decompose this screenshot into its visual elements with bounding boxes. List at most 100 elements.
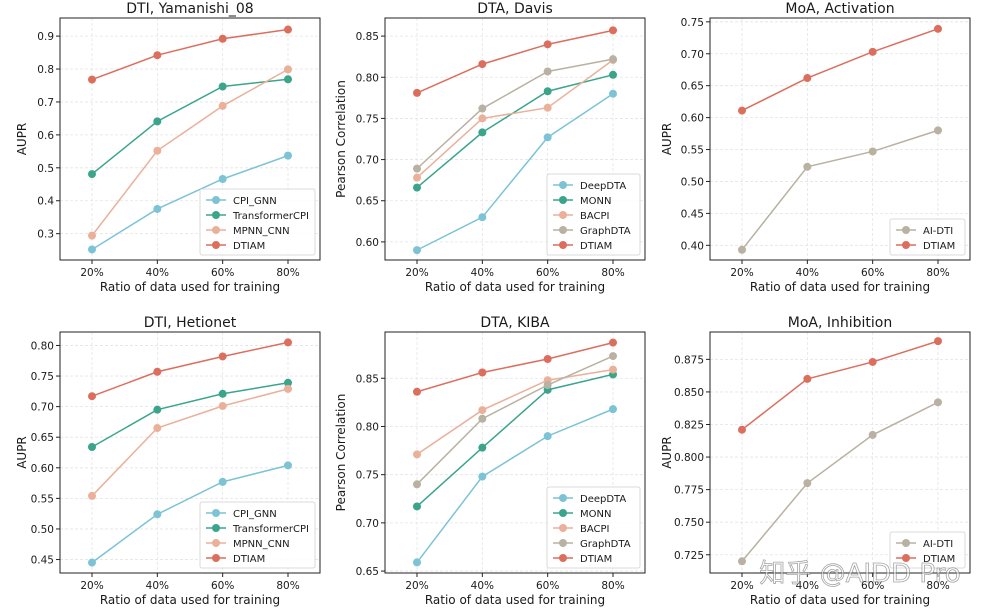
series-line-dtiam	[741, 28, 939, 112]
data-point-ai-dti	[934, 398, 942, 407]
legend-label: AI-DTI	[923, 539, 953, 550]
data-point-cpi_gnn	[153, 204, 162, 213]
series-line-ai-dti	[741, 401, 939, 562]
data-point-dtiam	[153, 367, 162, 376]
data-point-ai-dti	[803, 162, 812, 171]
data-point-mpnn_cnn	[88, 231, 96, 240]
data-point-dtiam	[803, 374, 812, 383]
axes-frame	[59, 17, 321, 261]
legend-label: BACPI	[580, 524, 610, 535]
chart-title: MoA, Inhibition	[788, 315, 892, 331]
legend-label: TransformerCPI	[232, 524, 309, 535]
y-tick-label: 0.50	[681, 176, 704, 188]
data-point-transformercpi	[218, 82, 227, 91]
y-tick-label: 0.55	[681, 145, 704, 157]
data-point-monn	[413, 183, 421, 192]
data-point-deepdta	[543, 133, 552, 142]
legend-label: DTIAM	[233, 241, 265, 252]
y-axis-label: AUPR	[660, 436, 674, 469]
legend-marker-transformercpi	[212, 211, 220, 219]
x-tick-label: 60%	[536, 580, 559, 592]
chart-title: DTA, KIBA	[480, 315, 550, 331]
data-point-dtiam	[738, 425, 746, 434]
data-point-deepdta	[543, 432, 552, 441]
series-line-mpnn_cnn	[91, 68, 289, 237]
data-point-monn	[478, 128, 487, 137]
legend-marker-deepdta	[559, 181, 567, 189]
x-tick-label: 60%	[211, 267, 234, 279]
data-point-graphdta	[543, 381, 552, 390]
y-tick-label: 0.55	[31, 493, 54, 505]
legend-marker-ai-dti	[902, 226, 910, 234]
data-point-dtiam	[478, 368, 487, 377]
data-point-monn	[609, 70, 617, 79]
legend-box	[199, 188, 316, 256]
legend-marker-bacpi	[559, 524, 567, 532]
y-tick-label: 0.8	[37, 64, 54, 76]
data-point-cpi_gnn	[153, 510, 162, 519]
legend-marker-dtiam	[559, 241, 567, 249]
y-tick-label: 0.5	[37, 163, 54, 175]
data-point-ai-dti	[738, 245, 746, 254]
x-axis-label: Ratio of data used for training	[425, 593, 605, 607]
subplot-4: 20% 40% 60% 80% 0.45 0.50 0.55 0.60 0.65 0.70 0.75…	[15, 315, 321, 607]
data-point-mpnn_cnn	[88, 491, 96, 500]
x-tick-label: 40%	[471, 580, 494, 592]
legend-marker-transformercpi	[212, 524, 220, 532]
legend-label: GraphDTA	[580, 226, 631, 237]
data-point-cpi_gnn	[284, 151, 292, 160]
x-tick-label: 40%	[796, 267, 819, 279]
data-point-monn	[478, 443, 487, 452]
y-axis-label: Pearson Correlation	[334, 80, 348, 198]
legend-marker-dtiam	[212, 554, 220, 562]
watermark-text: 知乎 @AIDD Pro	[759, 559, 960, 589]
data-point-dtiam	[284, 338, 292, 347]
data-point-deepdta	[413, 246, 421, 255]
y-tick-label: 0.70	[356, 155, 379, 167]
legend-marker-dtiam	[212, 241, 220, 249]
data-point-transformercpi	[284, 75, 292, 84]
x-axis-label: Ratio of data used for training	[750, 593, 930, 607]
legend-marker-graphdta	[559, 226, 567, 234]
legend-label: MONN	[580, 196, 611, 207]
axes-frame	[384, 331, 646, 574]
legend-label: DTIAM	[580, 241, 612, 252]
x-tick-label: 60%	[536, 267, 559, 279]
data-point-graphdta	[478, 414, 487, 423]
data-point-dtiam	[934, 337, 942, 346]
y-tick-label: 0.85	[356, 31, 379, 43]
data-point-mpnn_cnn	[153, 424, 162, 433]
x-tick-label: 20%	[80, 580, 103, 592]
y-axis-label: AUPR	[15, 123, 29, 156]
data-point-cpi_gnn	[284, 461, 292, 470]
data-point-cpi_gnn	[88, 558, 96, 567]
data-point-mpnn_cnn	[218, 402, 227, 411]
y-tick-label: 0.800	[674, 452, 704, 464]
legend-label: MONN	[580, 509, 611, 520]
legend: AI-DTI DTIAM	[889, 218, 966, 256]
x-tick-label: 80%	[276, 580, 299, 592]
legend-label: CPI_GNN	[233, 509, 277, 520]
data-point-graphdta	[478, 104, 487, 113]
y-tick-label: 0.60	[31, 463, 54, 475]
data-point-bacpi	[543, 103, 552, 112]
data-point-transformercpi	[153, 117, 162, 126]
x-tick-label: 60%	[861, 267, 884, 279]
x-axis-label: Ratio of data used for training	[100, 593, 280, 607]
data-point-deepdta	[413, 558, 421, 567]
x-tick-label: 20%	[730, 267, 753, 279]
data-point-dtiam	[413, 88, 421, 97]
axes-frame	[709, 331, 971, 574]
y-tick-label: 0.50	[31, 524, 54, 536]
x-tick-label: 40%	[471, 267, 494, 279]
x-tick-label: 40%	[146, 267, 169, 279]
y-tick-label: 0.80	[356, 421, 379, 433]
data-point-bacpi	[478, 114, 487, 123]
legend: AI-DTI DTIAM	[889, 531, 966, 569]
legend: CPI_GNN TransformerCPI MPNN_CNN DTIAM	[199, 501, 316, 569]
data-point-graphdta	[413, 480, 421, 489]
y-tick-label: 0.65	[31, 432, 54, 444]
data-point-dtiam	[88, 75, 96, 84]
legend-marker-graphdta	[559, 539, 567, 547]
y-tick-label: 0.70	[31, 402, 54, 414]
